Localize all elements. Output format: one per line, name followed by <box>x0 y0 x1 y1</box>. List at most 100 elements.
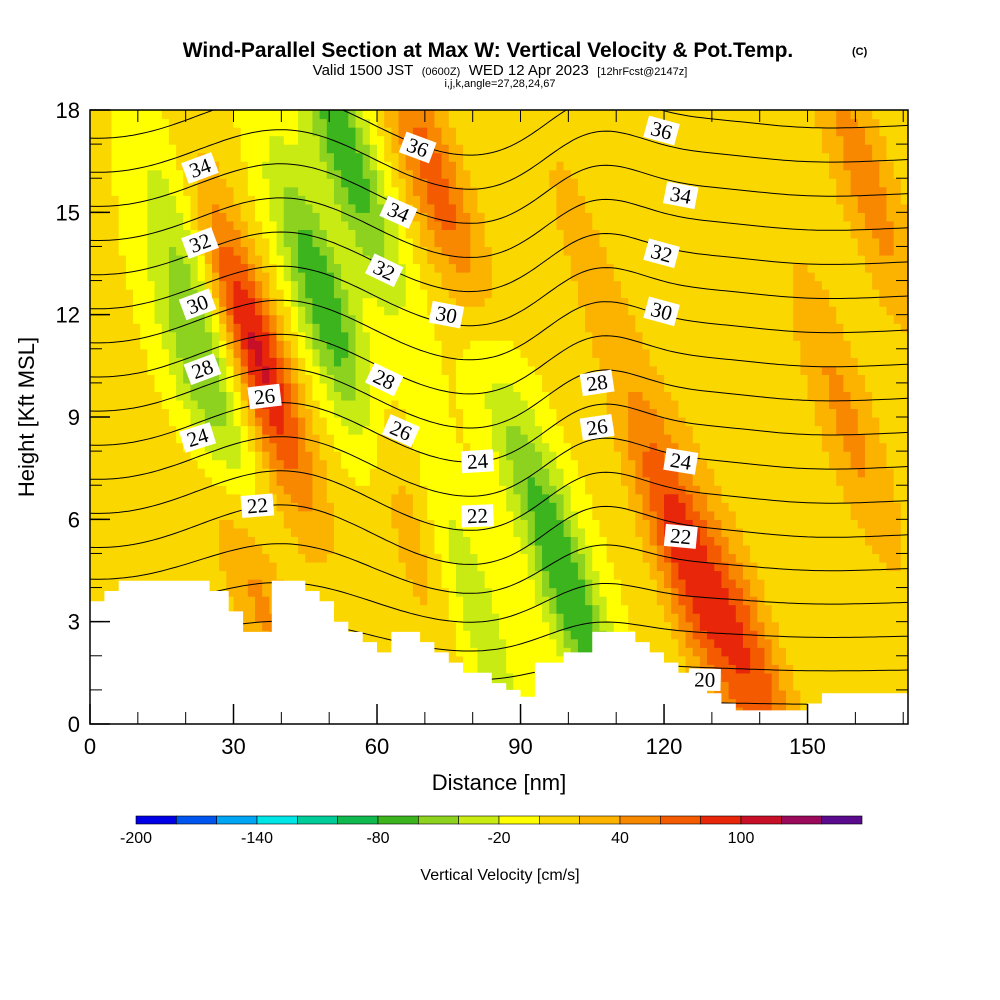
velocity-cell <box>104 314 113 324</box>
velocity-cell <box>412 161 421 171</box>
velocity-cell <box>513 212 522 222</box>
velocity-cell <box>384 570 392 580</box>
velocity-cell <box>168 246 177 256</box>
velocity-cell <box>549 451 558 461</box>
velocity-cell <box>111 399 120 410</box>
velocity-cell <box>348 596 357 606</box>
velocity-cell <box>333 502 342 512</box>
velocity-cell <box>499 246 507 256</box>
velocity-cell <box>556 382 565 393</box>
velocity-cell <box>355 254 364 265</box>
velocity-cell <box>104 536 113 546</box>
velocity-cell <box>484 280 493 290</box>
velocity-cell <box>298 323 306 333</box>
velocity-cell <box>441 544 450 555</box>
velocity-cell <box>520 391 529 401</box>
velocity-cell <box>520 135 529 145</box>
velocity-cell <box>240 110 249 120</box>
velocity-cell <box>140 374 149 384</box>
velocity-cell <box>362 152 371 162</box>
velocity-cell <box>111 417 120 427</box>
velocity-cell <box>283 144 292 154</box>
velocity-cell <box>527 340 536 350</box>
velocity-cell <box>276 434 285 444</box>
velocity-cell <box>255 357 263 367</box>
velocity-cell <box>290 340 299 350</box>
valid-date: WED 12 Apr 2023 <box>469 62 589 79</box>
velocity-cell <box>556 391 565 401</box>
velocity-cell <box>333 357 342 367</box>
velocity-cell <box>204 110 213 120</box>
velocity-cell <box>204 254 213 265</box>
velocity-cell <box>204 203 213 213</box>
velocity-cell <box>247 434 256 444</box>
velocity-cell <box>455 195 464 205</box>
velocity-cell <box>420 110 428 120</box>
velocity-cell <box>427 203 436 213</box>
velocity-cell <box>147 306 156 316</box>
velocity-cell <box>247 220 256 230</box>
velocity-cell <box>520 144 529 154</box>
velocity-cell <box>104 357 113 367</box>
velocity-cell <box>305 272 314 282</box>
velocity-cell <box>233 442 242 452</box>
velocity-cell <box>434 510 443 520</box>
velocity-cell <box>269 272 278 282</box>
velocity-cell <box>520 519 529 529</box>
velocity-cell <box>362 502 371 512</box>
velocity-cell <box>391 399 400 410</box>
velocity-cell <box>556 178 565 188</box>
velocity-cell <box>176 272 184 282</box>
velocity-cell <box>154 527 163 537</box>
velocity-cell <box>290 468 299 478</box>
velocity-cell <box>506 544 514 555</box>
velocity-cell <box>269 536 278 546</box>
velocity-cell <box>183 186 192 196</box>
velocity-cell <box>233 110 242 120</box>
velocity-cell <box>341 135 349 145</box>
velocity-cell <box>491 297 500 307</box>
velocity-cell <box>240 331 249 341</box>
velocity-cell <box>398 408 407 418</box>
velocity-cell <box>104 280 113 290</box>
velocity-cell <box>506 425 514 435</box>
velocity-cell <box>534 135 543 145</box>
velocity-cell <box>341 203 349 213</box>
velocity-cell <box>204 340 213 350</box>
velocity-cell <box>125 229 134 239</box>
velocity-cell <box>240 323 249 333</box>
velocity-cell <box>183 553 192 563</box>
velocity-cell <box>211 417 220 427</box>
velocity-cell <box>405 272 414 282</box>
velocity-cell <box>542 442 550 452</box>
velocity-cell <box>190 220 199 230</box>
velocity-cell <box>262 365 270 375</box>
velocity-cell <box>326 340 335 350</box>
velocity-cell <box>90 348 98 358</box>
velocity-cell <box>542 331 550 341</box>
velocity-cell <box>556 527 565 537</box>
velocity-cell <box>154 306 163 316</box>
velocity-cell <box>527 408 536 418</box>
velocity-cell <box>570 203 579 213</box>
velocity-cell <box>125 246 134 256</box>
velocity-cell <box>463 587 471 597</box>
velocity-cell <box>355 220 364 230</box>
velocity-cell <box>168 212 177 222</box>
velocity-cell <box>161 553 170 563</box>
velocity-cell <box>570 579 579 589</box>
velocity-cell <box>219 434 227 444</box>
velocity-cell <box>118 127 127 137</box>
velocity-cell <box>398 493 407 503</box>
velocity-cell <box>104 493 113 503</box>
velocity-cell <box>549 596 558 606</box>
velocity-cell <box>290 451 299 461</box>
velocity-cell <box>448 237 457 248</box>
velocity-cell <box>527 280 536 290</box>
velocity-cell <box>183 212 192 222</box>
velocity-cell <box>312 306 321 316</box>
velocity-cell <box>448 613 457 623</box>
velocity-cell <box>305 357 314 367</box>
velocity-cell <box>499 544 507 555</box>
velocity-cell <box>97 596 105 606</box>
